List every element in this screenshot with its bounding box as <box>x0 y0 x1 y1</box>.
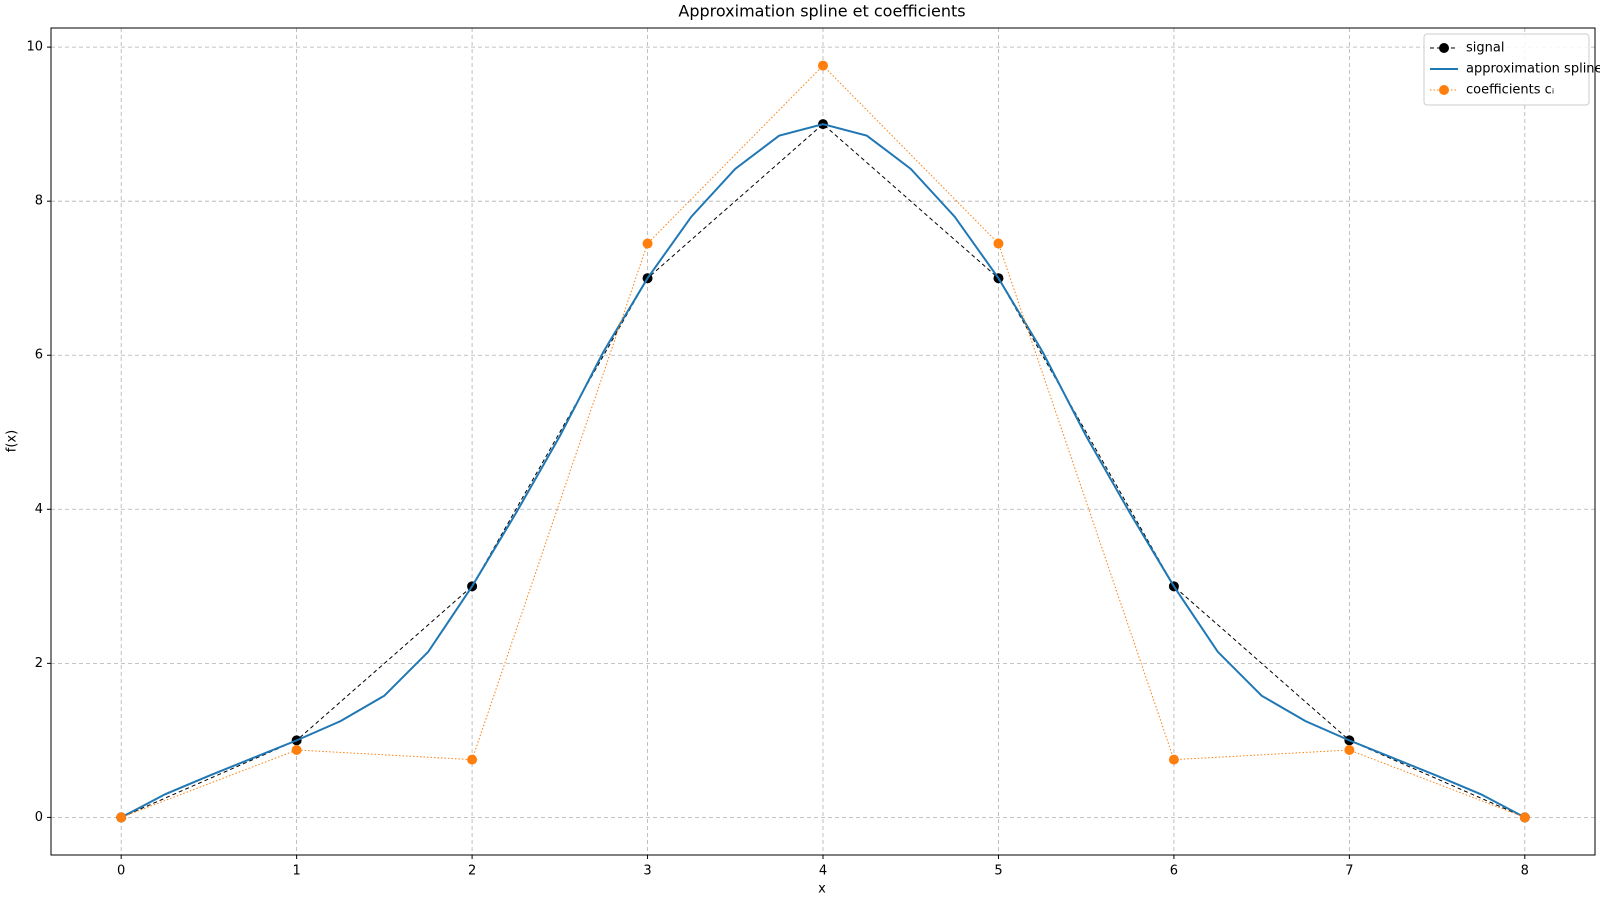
legend-box <box>1423 33 1590 106</box>
y-axis-label: f(x) <box>5 430 20 452</box>
chart-title: Approximation spline et coefficients <box>678 2 965 21</box>
data-point <box>1168 754 1179 765</box>
series-line <box>120 123 1526 819</box>
x-tick-label: 0 <box>117 864 125 879</box>
data-point <box>291 745 302 756</box>
y-tick-label: 0 <box>35 810 43 825</box>
legend-label: signal <box>1466 41 1504 56</box>
legend-label: approximation spline <box>1466 62 1600 77</box>
y-tick-label: 10 <box>26 40 43 55</box>
plot-frame <box>50 27 1596 856</box>
legend-marker <box>1439 43 1449 53</box>
series-line <box>120 123 1526 818</box>
data-point <box>1519 812 1530 823</box>
x-tick-label: 8 <box>1521 864 1529 879</box>
data-point <box>467 754 478 765</box>
data-point <box>642 238 653 249</box>
data-point <box>818 60 828 71</box>
x-tick-label: 4 <box>819 864 827 879</box>
x-tick-label: 3 <box>643 864 651 879</box>
data-point <box>116 812 127 823</box>
y-tick-label: 2 <box>35 656 43 671</box>
data-point <box>993 238 1004 249</box>
y-tick-label: 6 <box>35 348 43 363</box>
legend-marker <box>1439 85 1449 95</box>
y-tick-label: 4 <box>35 502 43 517</box>
x-axis-label: x <box>818 882 826 897</box>
x-tick-label: 7 <box>1345 864 1353 879</box>
x-tick-label: 5 <box>994 864 1002 879</box>
y-tick-label: 8 <box>35 194 43 209</box>
x-tick-label: 2 <box>468 864 476 879</box>
x-tick-label: 1 <box>292 864 300 879</box>
data-point <box>1344 745 1355 756</box>
legend-label: coefficients cᵢ <box>1466 83 1554 98</box>
x-tick-label: 6 <box>1170 864 1178 879</box>
